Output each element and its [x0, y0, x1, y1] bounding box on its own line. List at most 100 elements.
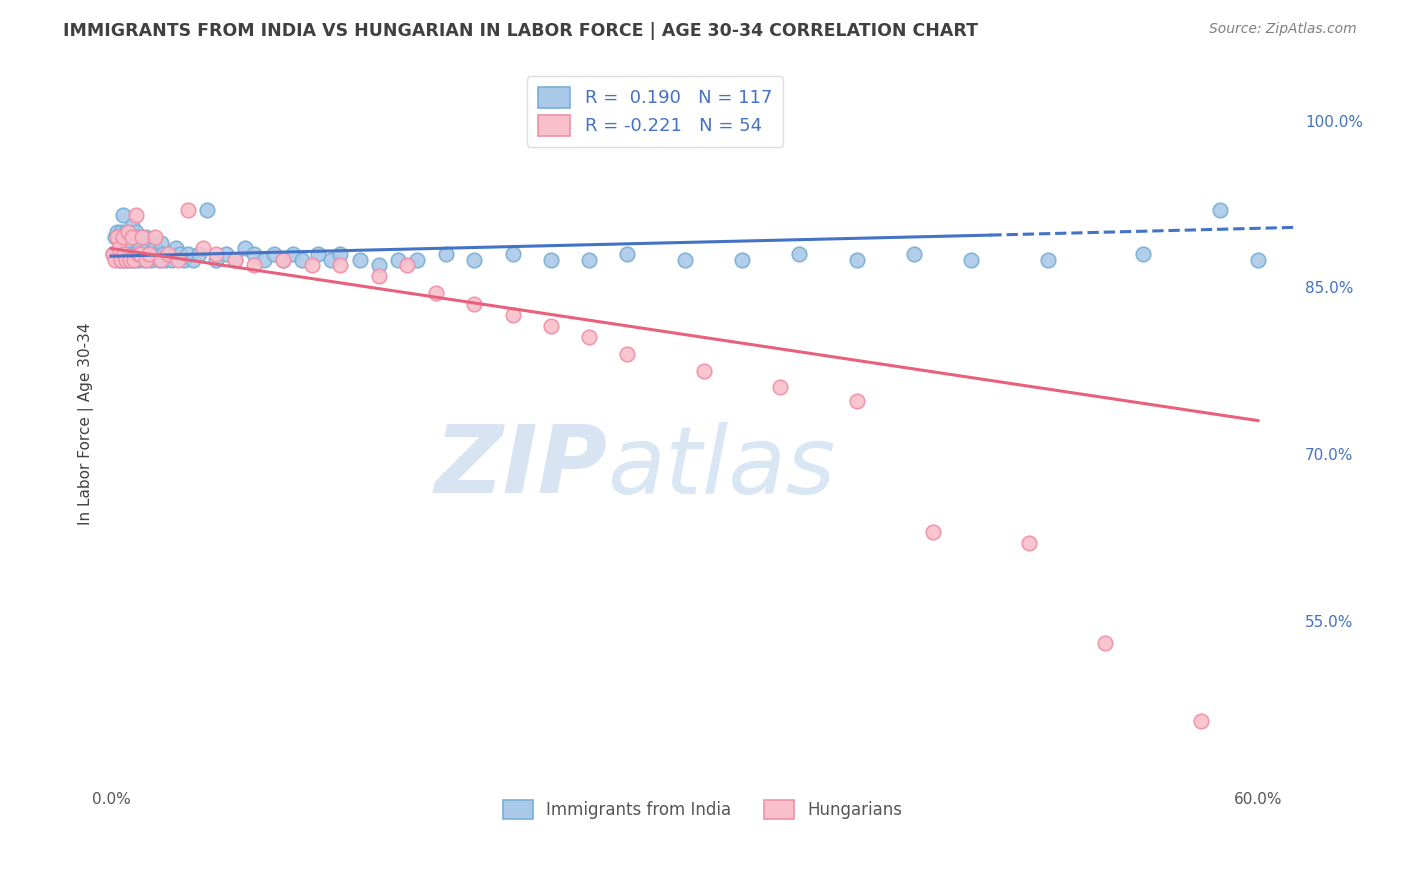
Legend: Immigrants from India, Hungarians: Immigrants from India, Hungarians: [496, 794, 910, 826]
Point: [153, 252, 176, 267]
Point: [1094, 636, 1116, 650]
Point: [121, 219, 143, 234]
Point: [167, 252, 190, 267]
Point: [142, 235, 165, 250]
Point: [121, 247, 143, 261]
Point: [134, 230, 156, 244]
Point: [845, 252, 868, 267]
Point: [111, 230, 134, 244]
Point: [120, 225, 142, 239]
Point: [307, 247, 329, 261]
Point: [263, 247, 285, 261]
Point: [692, 363, 714, 377]
Point: [165, 242, 187, 256]
Point: [138, 247, 160, 261]
Point: [115, 252, 138, 267]
Point: [128, 242, 150, 256]
Point: [731, 252, 754, 267]
Point: [122, 252, 145, 267]
Point: [540, 319, 562, 334]
Point: [502, 247, 524, 261]
Point: [148, 252, 170, 267]
Point: [215, 247, 238, 261]
Point: [195, 202, 218, 217]
Point: [115, 225, 138, 239]
Point: [329, 258, 352, 272]
Point: [253, 252, 276, 267]
Point: [110, 242, 132, 256]
Point: [152, 247, 174, 261]
Point: [367, 258, 389, 272]
Point: [673, 252, 696, 267]
Point: [176, 202, 198, 217]
Point: [271, 252, 294, 267]
Point: [101, 247, 124, 261]
Point: [125, 247, 148, 261]
Point: [281, 247, 304, 261]
Point: [224, 252, 246, 267]
Point: [117, 225, 139, 239]
Point: [138, 247, 160, 261]
Point: [132, 252, 155, 267]
Point: [578, 330, 600, 344]
Point: [114, 247, 136, 261]
Point: [578, 252, 600, 267]
Point: [463, 252, 485, 267]
Point: [922, 524, 945, 539]
Point: [104, 252, 127, 267]
Point: [425, 285, 447, 300]
Point: [107, 242, 129, 256]
Point: [131, 230, 153, 244]
Point: [169, 247, 191, 261]
Point: [146, 247, 169, 261]
Point: [191, 242, 214, 256]
Point: [301, 258, 323, 272]
Point: [1209, 202, 1232, 217]
Point: [128, 247, 150, 261]
Point: [143, 230, 166, 244]
Point: [181, 252, 204, 267]
Text: IMMIGRANTS FROM INDIA VS HUNGARIAN IN LABOR FORCE | AGE 30-34 CORRELATION CHART: IMMIGRANTS FROM INDIA VS HUNGARIAN IN LA…: [63, 22, 979, 40]
Point: [406, 252, 429, 267]
Point: [125, 208, 148, 222]
Point: [233, 242, 256, 256]
Point: [141, 252, 163, 267]
Point: [845, 393, 868, 408]
Point: [111, 252, 134, 267]
Point: [1189, 714, 1212, 728]
Point: [114, 247, 136, 261]
Point: [387, 252, 409, 267]
Point: [117, 235, 139, 250]
Point: [131, 247, 153, 261]
Point: [114, 230, 136, 244]
Point: [243, 247, 266, 261]
Point: [960, 252, 983, 267]
Point: [122, 252, 145, 267]
Point: [120, 252, 142, 267]
Point: [205, 247, 228, 261]
Point: [107, 252, 129, 267]
Point: [769, 380, 792, 394]
Text: ZIP: ZIP: [434, 421, 607, 513]
Point: [224, 252, 246, 267]
Point: [434, 247, 457, 261]
Point: [787, 247, 810, 261]
Point: [105, 230, 128, 244]
Point: [540, 252, 562, 267]
Point: [117, 247, 139, 261]
Point: [149, 235, 172, 250]
Point: [105, 225, 128, 239]
Point: [121, 230, 143, 244]
Point: [162, 252, 184, 267]
Point: [120, 252, 142, 267]
Point: [205, 252, 228, 267]
Point: [463, 297, 485, 311]
Point: [127, 230, 149, 244]
Point: [271, 252, 294, 267]
Point: [101, 247, 124, 261]
Point: [134, 252, 156, 267]
Point: [122, 230, 145, 244]
Point: [502, 308, 524, 322]
Point: [396, 258, 419, 272]
Point: [115, 252, 138, 267]
